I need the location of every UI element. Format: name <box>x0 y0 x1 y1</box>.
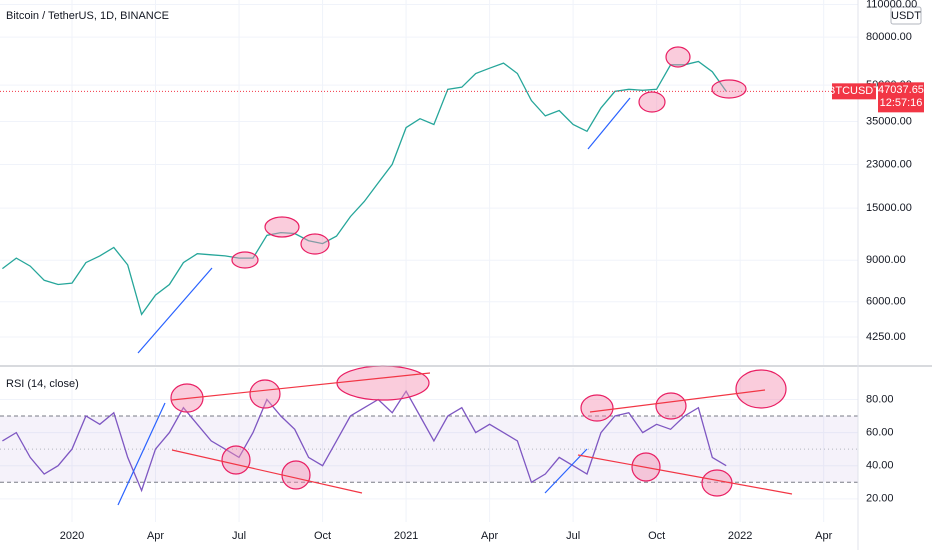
annotation-ellipse <box>221 445 251 475</box>
y-tick-label: 40.00 <box>866 460 894 472</box>
annotation-ellipse <box>711 79 747 99</box>
y-tick-label: 60.00 <box>866 426 894 438</box>
annotation-arrow <box>587 97 631 150</box>
currency-box <box>890 6 922 25</box>
annotation-arrow <box>137 267 213 354</box>
annotation-ellipse <box>638 91 666 113</box>
price-tag <box>878 82 924 113</box>
annotation-ellipse <box>336 365 430 401</box>
annotation-trendline <box>171 449 363 494</box>
y-tick-label: 20.00 <box>866 493 894 505</box>
annotation-ellipse <box>701 469 733 497</box>
annotation-arrow <box>117 402 166 506</box>
x-tick-label: Oct <box>314 530 331 542</box>
x-tick-label: Apr <box>147 530 164 542</box>
annotation-ellipse <box>249 379 281 409</box>
annotation-ellipse <box>231 251 259 269</box>
x-tick-label: Jul <box>566 530 580 542</box>
x-tick-label: Oct <box>648 530 665 542</box>
y-tick-label: 6000.00 <box>866 296 906 308</box>
annotation-ellipse <box>580 394 614 422</box>
annotation-ellipse <box>655 392 687 420</box>
annotation-trendline <box>171 372 431 401</box>
annotation-ellipse <box>264 216 300 238</box>
annotation-arrow <box>544 448 588 494</box>
annotations <box>117 46 793 506</box>
symbol-label: BTCUSDT <box>828 85 880 97</box>
series-line <box>2 60 727 316</box>
x-tick-label: Apr <box>481 530 498 542</box>
x-tick-label: 2020 <box>60 530 84 542</box>
annotation-trendline <box>589 389 766 413</box>
y-tick-label: 35000.00 <box>866 115 912 127</box>
annotation-ellipse <box>665 46 691 68</box>
x-tick-label: Apr <box>815 530 832 542</box>
countdown: 12:57:16 <box>880 97 923 109</box>
annotation-ellipse <box>281 460 311 490</box>
x-tick-label: 2022 <box>728 530 752 542</box>
annotation-ellipse <box>300 233 330 255</box>
series-line <box>2 389 727 493</box>
chart-title: Bitcoin / TetherUS, 1D, BINANCE <box>6 10 169 22</box>
marks <box>0 60 858 493</box>
y-tick-label: 15000.00 <box>866 202 912 214</box>
annotation-trendline <box>577 454 793 495</box>
y-tick-label: 80.00 <box>866 393 894 405</box>
y-tick-label: 23000.00 <box>866 158 912 170</box>
grid <box>0 0 858 522</box>
annotation-ellipse <box>735 369 787 409</box>
y-tick-label: 110000.00 <box>866 0 917 10</box>
y-tick-label: 4250.00 <box>866 331 906 343</box>
y-tick-label: 80000.00 <box>866 31 912 43</box>
x-tick-label: 2021 <box>394 530 418 542</box>
last-price-label: 47037.65 <box>878 84 924 96</box>
rsi-title: RSI (14, close) <box>6 378 79 390</box>
currency: USDT <box>891 10 921 22</box>
y-tick-label: 9000.00 <box>866 254 906 266</box>
x-tick-label: Jul <box>232 530 246 542</box>
symbol-tag <box>832 83 876 100</box>
